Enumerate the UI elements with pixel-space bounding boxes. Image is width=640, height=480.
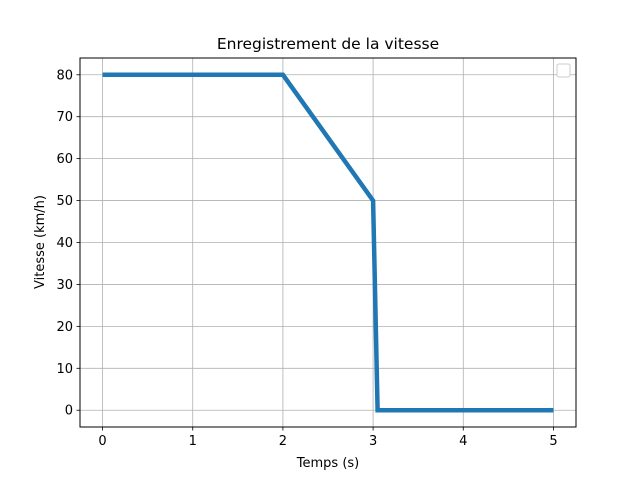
x-tick-label: 2 <box>279 434 287 449</box>
y-tick-label: 0 <box>65 404 73 419</box>
legend-box <box>556 63 571 78</box>
y-tick-label: 10 <box>56 362 73 377</box>
y-tick-label: 40 <box>56 236 73 251</box>
chart-title: Enregistrement de la vitesse <box>217 35 439 53</box>
x-tick-label: 5 <box>549 434 557 449</box>
x-tick-label: 0 <box>98 434 106 449</box>
y-tick-label: 20 <box>56 320 73 335</box>
x-tick-label: 3 <box>369 434 377 449</box>
x-axis-label: Temps (s) <box>296 456 359 471</box>
y-tick-label: 30 <box>56 278 73 293</box>
series-layer <box>102 72 554 413</box>
y-tick-label: 50 <box>56 194 73 209</box>
x-tick-label: 4 <box>459 434 467 449</box>
speed-series-line <box>102 72 554 413</box>
x-tick-label: 1 <box>189 434 197 449</box>
y-tick-label: 70 <box>56 110 73 125</box>
grid <box>80 58 576 427</box>
y-tick-label: 80 <box>56 68 73 83</box>
y-axis-label: Vitesse (km/h) <box>33 195 48 289</box>
y-tick-label: 60 <box>56 152 73 167</box>
legend <box>556 63 571 78</box>
